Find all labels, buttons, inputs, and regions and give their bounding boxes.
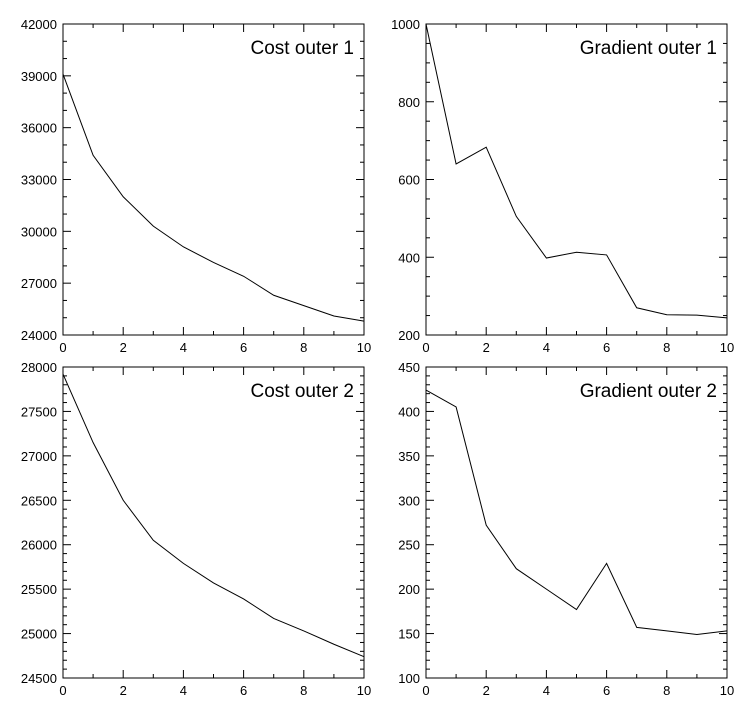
y-tick-label: 26000 [21,538,57,553]
y-tick-label: 200 [398,328,420,343]
x-tick-label: 8 [663,340,670,355]
y-tick-label: 100 [398,671,420,686]
y-tick-label: 39000 [21,69,57,84]
x-tick-label: 4 [180,340,187,355]
y-tick-label: 400 [398,250,420,265]
y-tick-label: 150 [398,627,420,642]
y-tick-label: 27000 [21,449,57,464]
x-tick-label: 8 [300,683,307,698]
y-tick-label: 300 [398,493,420,508]
series-line [62,73,365,322]
x-tick-label: 0 [422,340,429,355]
series-line [425,389,728,635]
y-tick-label: 350 [398,449,420,464]
x-tick-label: 10 [720,683,734,698]
y-tick-label: 250 [398,538,420,553]
series-line [425,23,728,319]
y-tick-label: 36000 [21,121,57,136]
plot-frame [62,366,365,679]
plot-frame [425,366,728,679]
y-tick-label: 25000 [21,627,57,642]
x-tick-label: 0 [59,683,66,698]
panel-title: Gradient outer 1 [580,38,717,59]
y-tick-label: 26500 [21,493,57,508]
x-tick-label: 6 [603,340,610,355]
y-tick-label: 33000 [21,173,57,188]
x-tick-label: 6 [240,683,247,698]
panel-1: 0 2 4 6 8 10 24000 27000 30000 33000 36000 39000 420… [21,17,371,355]
plot-frame [425,23,728,336]
y-tick-label: 42000 [21,17,57,32]
x-tick-label: 4 [543,340,550,355]
y-tick-label: 28000 [21,360,57,375]
x-tick-label: 4 [180,683,187,698]
series-line [62,373,365,658]
panel-title: Cost outer 1 [251,38,355,59]
y-tick-label: 30000 [21,224,57,239]
x-tick-label: 6 [240,340,247,355]
y-tick-label: 1000 [391,17,420,32]
x-tick-label: 0 [422,683,429,698]
x-tick-label: 8 [663,683,670,698]
x-tick-label: 6 [603,683,610,698]
x-tick-label: 2 [120,340,127,355]
x-tick-label: 2 [483,340,490,355]
plot-frame [62,23,365,336]
x-tick-label: 0 [59,340,66,355]
x-tick-label: 2 [483,683,490,698]
x-tick-label: 10 [720,340,734,355]
y-tick-label: 24500 [21,671,57,686]
y-tick-label: 24000 [21,328,57,343]
x-tick-label: 2 [120,683,127,698]
x-tick-label: 10 [357,683,371,698]
x-tick-label: 4 [543,683,550,698]
y-tick-label: 27000 [21,276,57,291]
x-tick-label: 8 [300,340,307,355]
panel-title: Gradient outer 2 [580,381,717,402]
y-tick-label: 800 [398,95,420,110]
y-tick-label: 450 [398,360,420,375]
y-tick-label: 400 [398,404,420,419]
panel-4: 0 2 4 6 8 10 100 150 200 250 300 350 400 450 Gradient … [398,360,734,698]
y-tick-label: 200 [398,582,420,597]
y-tick-label: 600 [398,173,420,188]
x-tick-label: 10 [357,340,371,355]
y-tick-label: 27500 [21,404,57,419]
y-tick-label: 25500 [21,582,57,597]
panel-title: Cost outer 2 [251,381,355,402]
panel-2: 0 2 4 6 8 10 200 400 600 800 1000 Gradient outer 1 [391,17,734,355]
panel-3: 0 2 4 6 8 10 24500 25000 25500 26000 26500 27000 275… [21,360,371,698]
